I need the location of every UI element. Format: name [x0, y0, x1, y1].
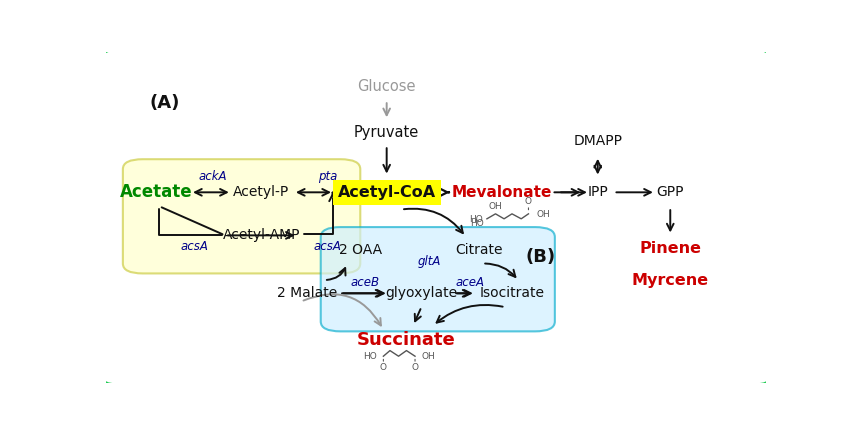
- Text: ackA: ackA: [199, 170, 227, 183]
- Text: (B): (B): [525, 248, 556, 266]
- Text: Citrate: Citrate: [455, 243, 503, 257]
- Text: Acetyl-P: Acetyl-P: [233, 185, 289, 200]
- Text: Glucose: Glucose: [357, 79, 416, 94]
- FancyBboxPatch shape: [123, 159, 360, 273]
- Text: Myrcene: Myrcene: [631, 273, 709, 288]
- Text: O: O: [412, 363, 419, 372]
- Text: Pinene: Pinene: [639, 241, 701, 256]
- Text: O: O: [525, 197, 532, 206]
- FancyBboxPatch shape: [321, 227, 555, 332]
- Text: 2 OAA: 2 OAA: [339, 243, 382, 257]
- Text: HO: HO: [363, 352, 377, 361]
- Text: OH: OH: [536, 210, 550, 219]
- Text: 2 Malate: 2 Malate: [277, 286, 338, 300]
- Text: Pyruvate: Pyruvate: [354, 125, 420, 140]
- Text: O: O: [380, 363, 387, 372]
- Text: acsA: acsA: [313, 240, 341, 253]
- Text: DMAPP: DMAPP: [574, 134, 622, 148]
- Text: GPP: GPP: [656, 185, 684, 200]
- Text: Acetyl-CoA: Acetyl-CoA: [338, 185, 436, 200]
- Text: Isocitrate: Isocitrate: [479, 286, 545, 300]
- Text: HO: HO: [469, 215, 483, 224]
- Text: Mevalonate: Mevalonate: [452, 185, 552, 200]
- Text: Acetate: Acetate: [119, 183, 192, 201]
- Text: IPP: IPP: [587, 185, 608, 200]
- Text: glyoxylate: glyoxylate: [386, 286, 458, 300]
- Text: aceB: aceB: [351, 276, 380, 289]
- Text: gltA: gltA: [418, 255, 441, 268]
- Text: aceA: aceA: [456, 276, 485, 289]
- Text: OH: OH: [421, 352, 436, 361]
- Text: pta: pta: [317, 170, 337, 183]
- Text: Succinate: Succinate: [357, 331, 456, 349]
- Text: HO: HO: [470, 219, 483, 228]
- Text: Acetyl-AMP: Acetyl-AMP: [223, 228, 300, 243]
- Text: (A): (A): [149, 94, 180, 112]
- Text: acsA: acsA: [180, 240, 208, 253]
- Text: OH: OH: [488, 202, 502, 211]
